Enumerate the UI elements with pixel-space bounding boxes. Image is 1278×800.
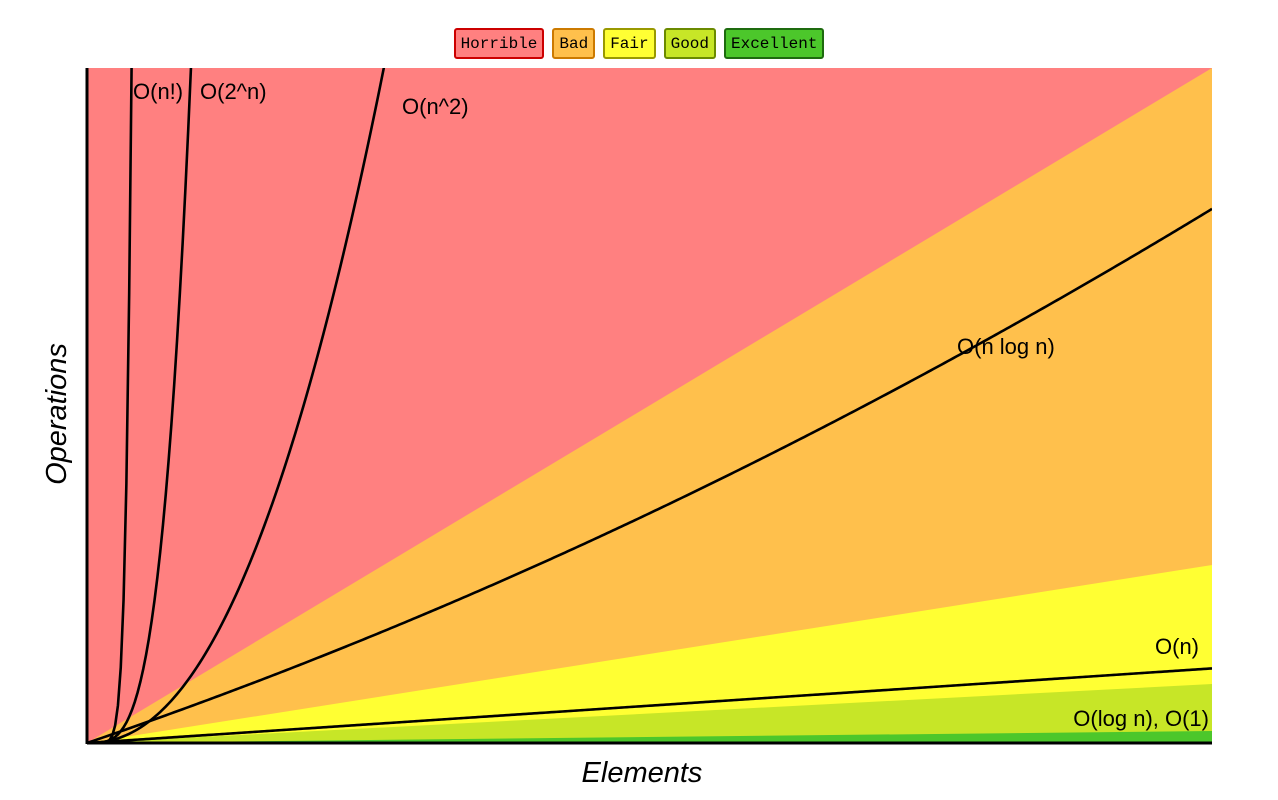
x-axis-title: Elements — [582, 757, 703, 789]
region-fair — [87, 565, 1212, 743]
curve-o-n-log-n- — [87, 207, 1212, 744]
regions-layer — [87, 68, 1212, 743]
region-good — [87, 684, 1212, 743]
legend-item-excellent: Excellent — [724, 28, 825, 59]
y-axis-title: Operations — [41, 343, 73, 485]
curve-o-n- — [87, 667, 1212, 744]
legend-item-good: Good — [663, 28, 716, 59]
curve-o-n-2- — [87, 68, 386, 744]
curve-label-o-2-n-: O(2^n) — [200, 79, 267, 104]
curve-label-o-n-: O(n) — [1155, 634, 1199, 659]
region-excellent — [87, 731, 1212, 743]
labels-layer: O(n!) O(2^n) O(n^2) O(n log n) O(n) O(log n),… — [133, 79, 1209, 731]
curve-label-o-log-n-o-1-: O(log n), O(1) — [1073, 706, 1209, 731]
curve-label-o-n-log-n-: O(n log n) — [957, 334, 1055, 359]
curve-label-o-n-2-: O(n^2) — [402, 94, 469, 119]
legend-item-bad: Bad — [552, 28, 596, 59]
curve-label-o-n-: O(n!) — [133, 79, 183, 104]
legend-item-fair: Fair — [603, 28, 656, 59]
legend: Horrible Bad Fair Good Excellent — [0, 28, 1278, 59]
region-bad — [87, 68, 1212, 743]
legend-item-horrible: Horrible — [453, 28, 545, 59]
